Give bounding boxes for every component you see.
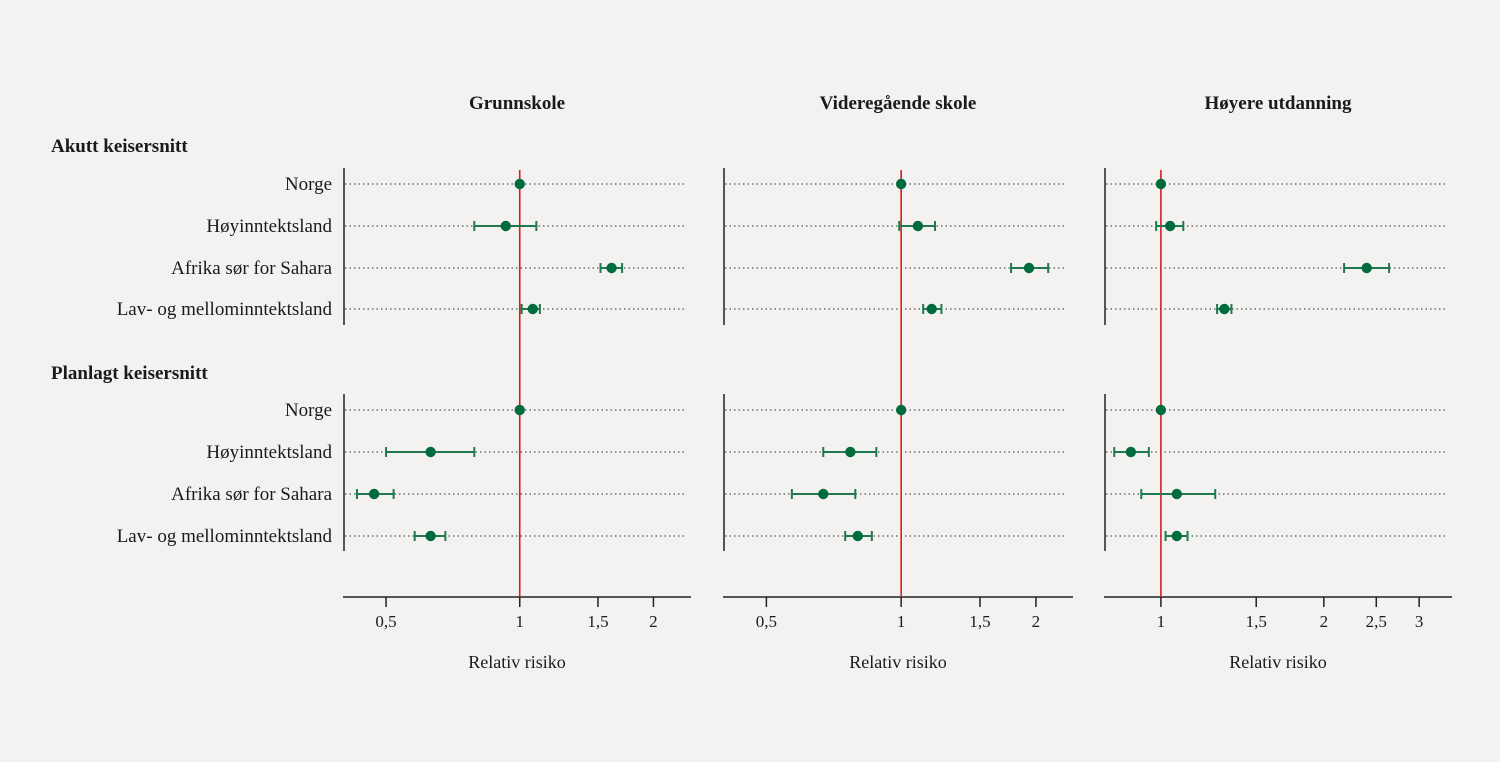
panel-title: Høyere utdanning (1205, 93, 1352, 114)
point-estimate (1361, 262, 1372, 274)
panel-3: Høyere utdanning 1 1,5 2 2,5 3 Relativ risiko (1104, 93, 1452, 672)
x-tick-label: 1,5 (587, 612, 608, 631)
point-estimate (1171, 530, 1183, 542)
group-title: Planlagt keisersnitt (51, 363, 208, 384)
row-label: Afrika sør for Sahara (171, 484, 332, 505)
x-tick-label: 2 (1320, 612, 1329, 631)
x-tick-label: 3 (1415, 612, 1424, 631)
row-label: Norge (285, 174, 332, 195)
point-estimate (500, 220, 511, 232)
point-estimate (895, 178, 907, 190)
x-tick-label: 1 (897, 612, 906, 631)
row-label: Afrika sør for Sahara (171, 258, 332, 279)
panel-title: Videregående skole (820, 93, 977, 114)
point-estimate (514, 404, 525, 416)
x-tick-label: 1 (515, 612, 524, 631)
group-title: Akutt keisersnitt (51, 136, 188, 157)
point-estimate (606, 262, 617, 274)
row-label: Lav- og mellominntektsland (117, 299, 333, 320)
panel-title: Grunnskole (469, 93, 565, 114)
x-axis-label: Relativ risiko (849, 652, 947, 672)
point-estimate (912, 220, 924, 232)
x-tick-label: 0,5 (756, 612, 777, 631)
x-tick-label: 1 (1157, 612, 1166, 631)
point-estimate (425, 530, 436, 542)
row-label: Lav- og mellominntektsland (117, 526, 333, 547)
point-estimate (852, 530, 863, 542)
point-estimate (1023, 262, 1035, 274)
point-estimate (1219, 303, 1230, 315)
point-estimate (818, 488, 829, 500)
row-label: Høyinntektsland (206, 216, 332, 237)
x-axis-label: Relativ risiko (468, 652, 566, 672)
x-tick-label: 2 (1032, 612, 1041, 631)
x-tick-label: 0,5 (375, 612, 396, 631)
x-tick-label: 1,5 (1246, 612, 1267, 631)
point-estimate (1171, 488, 1183, 500)
point-estimate (1125, 446, 1137, 458)
x-tick-label: 2 (649, 612, 658, 631)
point-estimate (1164, 220, 1176, 232)
point-estimate (845, 446, 856, 458)
point-estimate (425, 446, 436, 458)
row-label: Norge (285, 400, 332, 421)
point-estimate (895, 404, 907, 416)
x-axis-label: Relativ risiko (1229, 652, 1327, 672)
row-label: Høyinntektsland (206, 442, 332, 463)
x-tick-label: 2,5 (1366, 612, 1387, 631)
point-estimate (926, 303, 937, 315)
point-estimate (368, 488, 380, 500)
point-estimate (1155, 404, 1167, 416)
point-estimate (1155, 178, 1167, 190)
point-estimate (514, 178, 525, 190)
panel-1: Grunnskole 0,5 1 1,5 2 Relativ risiko (343, 93, 691, 672)
x-tick-label: 1,5 (969, 612, 990, 631)
panel-2: Videregående skole 0,5 1 1,5 2 Relativ risiko (723, 93, 1073, 672)
point-estimate (527, 303, 538, 315)
